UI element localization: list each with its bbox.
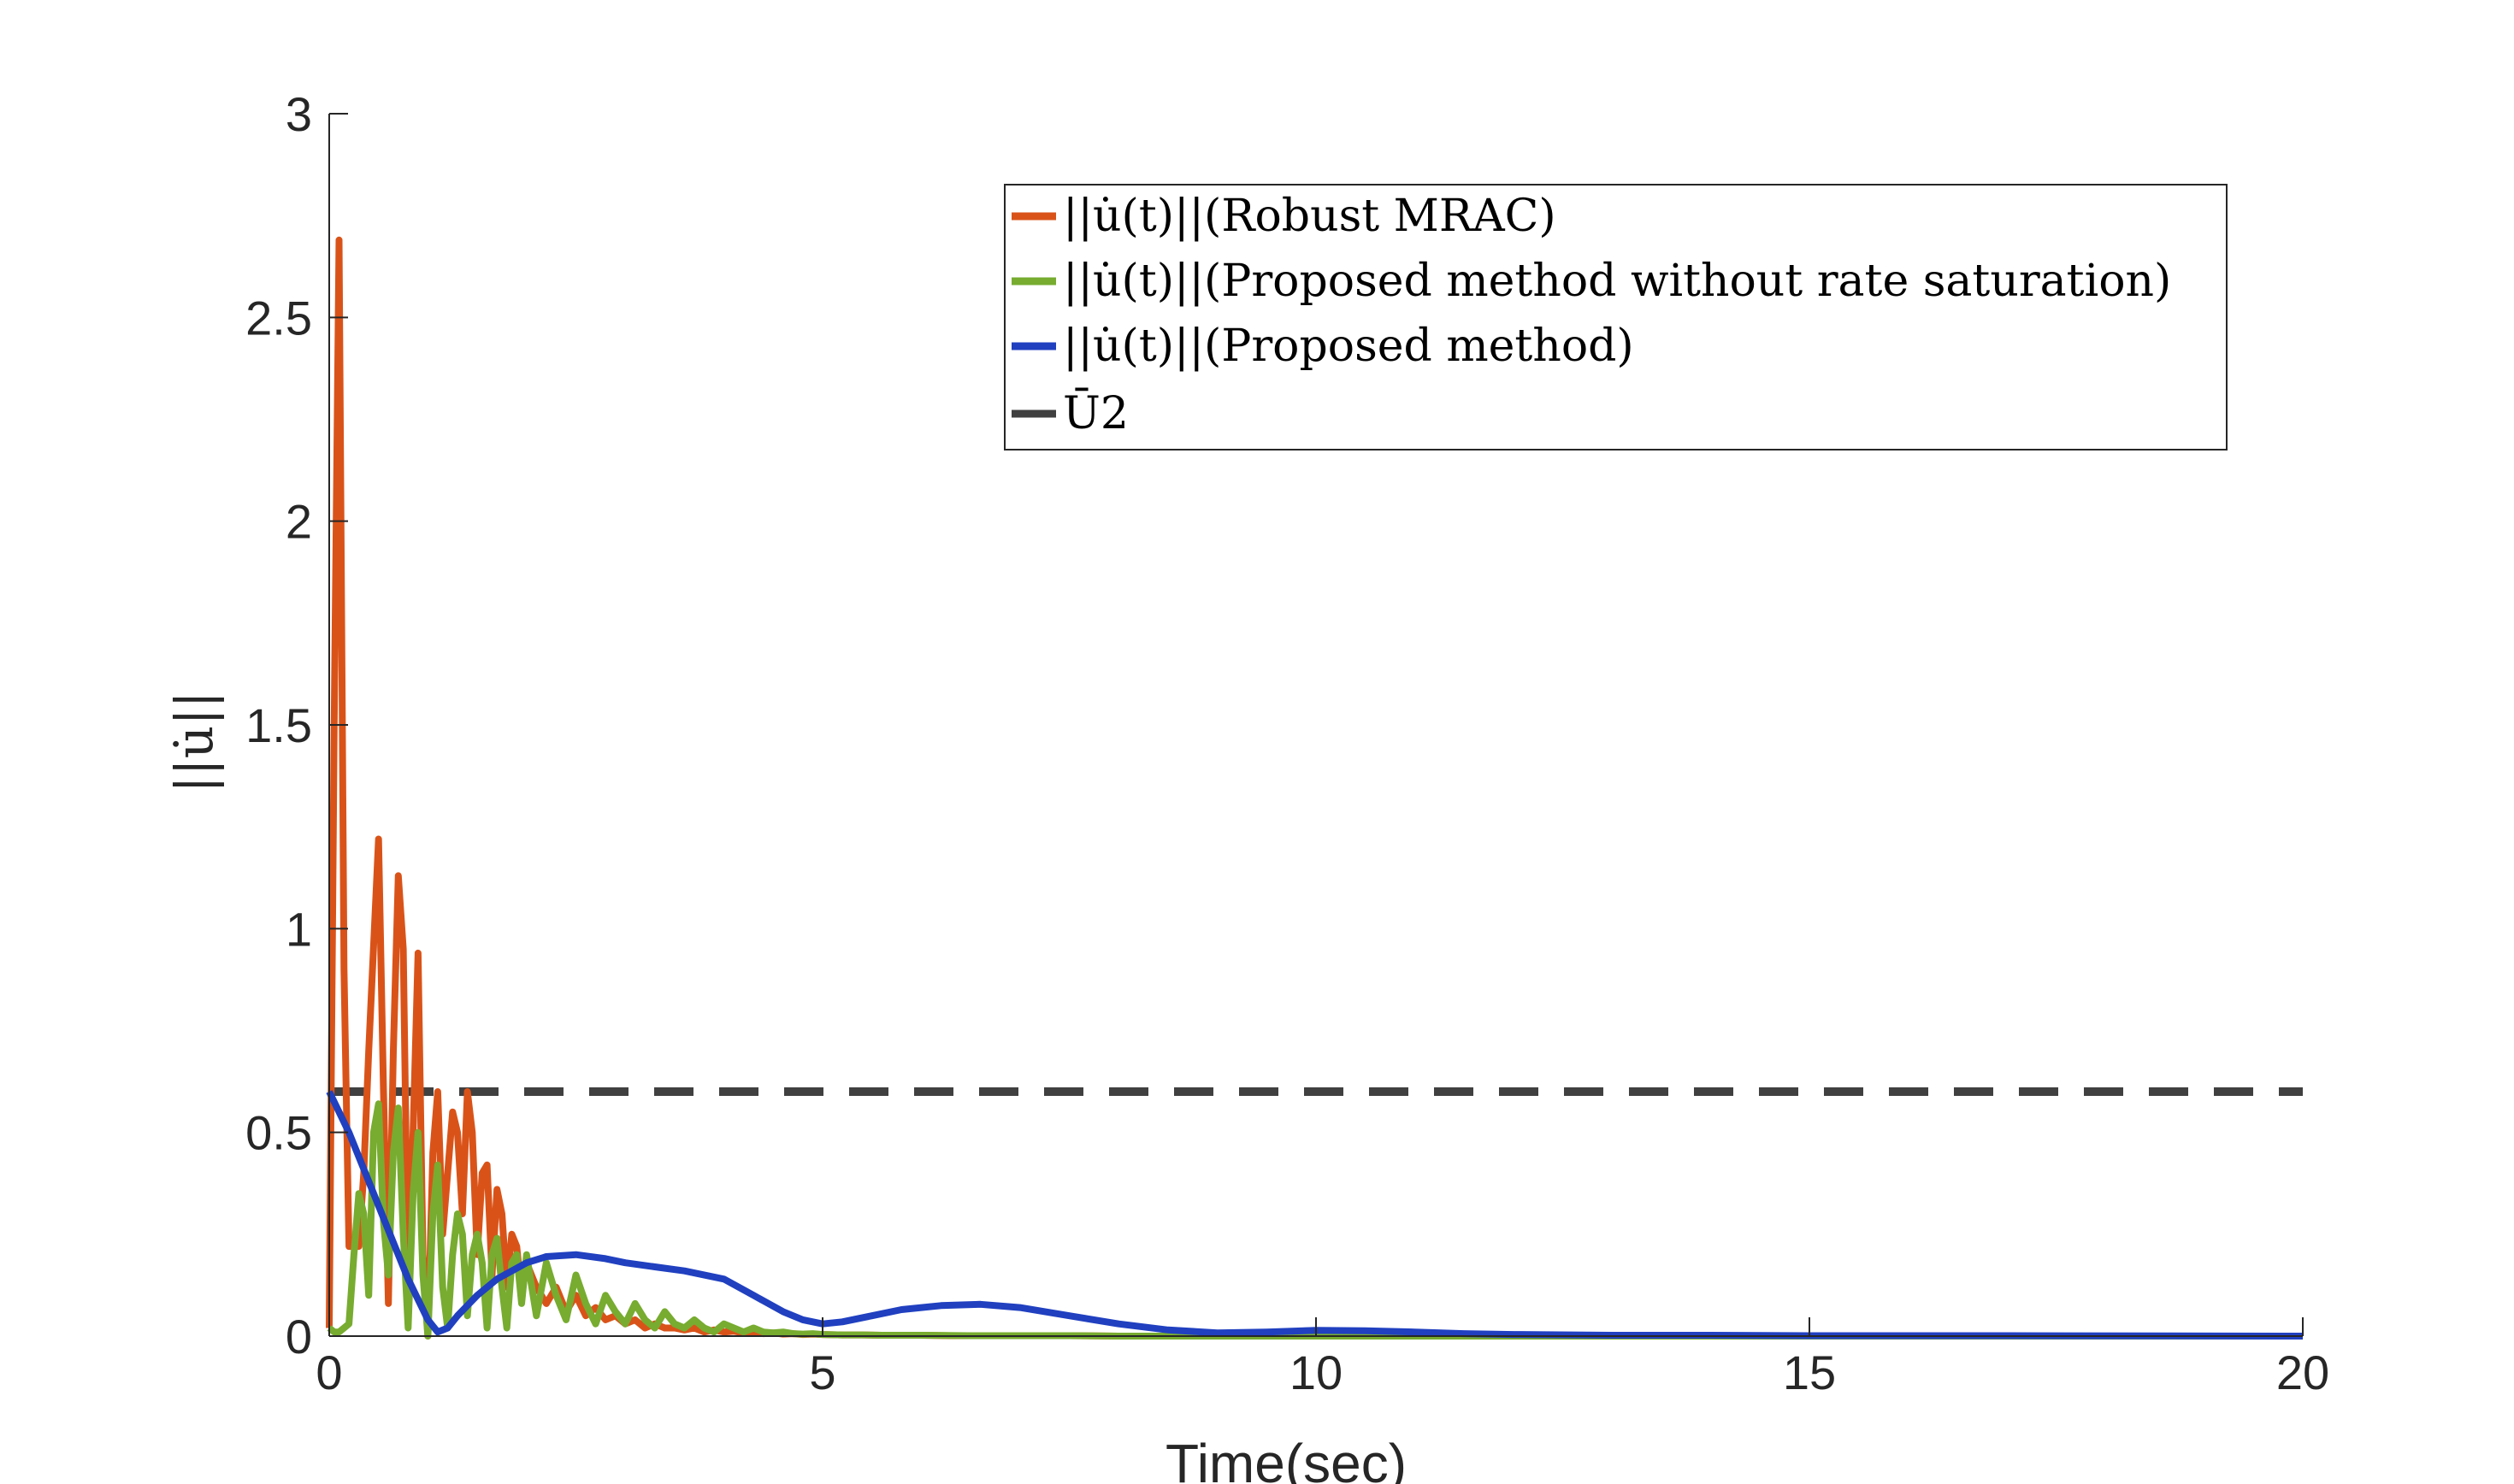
y-ticks: 0 0.5 1 1.5 2 2.5 3 [245,87,348,1363]
y-tick-label: 1 [286,902,312,956]
x-axis-label: Time(sec) [1166,1433,1407,1484]
legend-label: ||u̇(t)||(Proposed method) [1063,321,1634,372]
y-tick-label: 2 [286,495,312,549]
legend-label: ||u̇(t)||(Robust MRAC) [1063,191,1556,242]
x-tick-label: 20 [2276,1346,2329,1399]
series-line-2 [326,1090,2304,1340]
legend-box [1004,184,2228,450]
x-tick-label: 15 [1783,1346,1836,1399]
legend-label: Ū2 [1063,388,1129,439]
y-tick-label: 1.5 [245,698,312,752]
y-axis-label: ||u̇|| [165,691,225,793]
y-tick-label: 2.5 [245,291,312,344]
x-tick-label: 10 [1289,1346,1343,1399]
legend-items: ||u̇(t)||(Robust MRAC) ||u̇(t)||(Proposed… [1012,191,2171,439]
legend: ||u̇(t)||(Robust MRAC) ||u̇(t)||(Proposed… [1004,184,2228,450]
y-tick-label: 0 [286,1310,312,1363]
series-layer [326,236,2304,1340]
y-tick-label: 0.5 [245,1106,312,1160]
legend-label: ||u̇(t)||(Proposed method without rate s… [1063,256,2171,307]
y-tick-label: 3 [286,87,312,141]
x-tick-label: 5 [809,1346,835,1399]
x-ticks: 0 5 10 15 20 [316,1317,2329,1399]
axes: 0 5 10 15 20 0 0.5 1 1.5 2 2.5 3 [245,87,2329,1399]
x-tick-label: 0 [316,1346,342,1399]
